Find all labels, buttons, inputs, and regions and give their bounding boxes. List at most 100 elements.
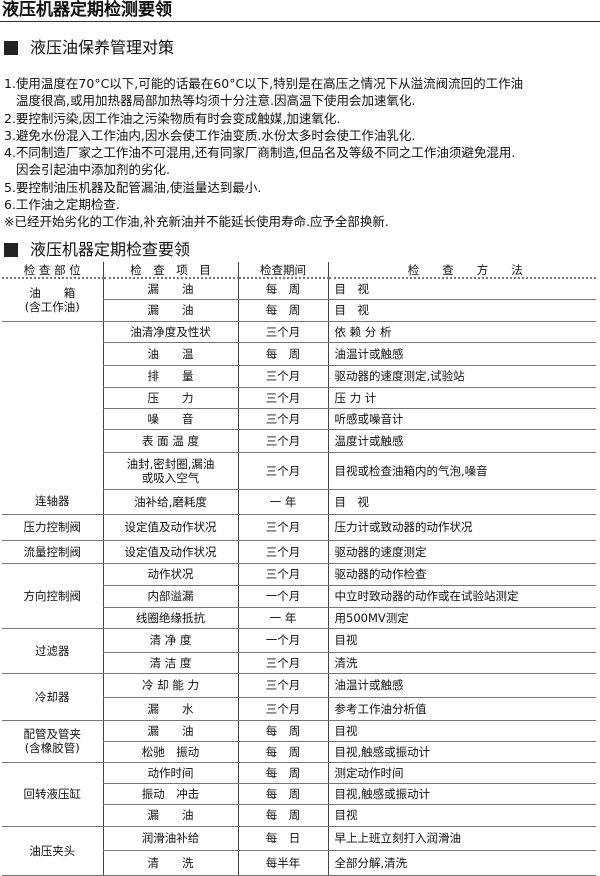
inspection-method: 目视,触感或振动计 — [327, 741, 596, 763]
table-row: 压力控制阀 设定值及动作状况 三个月 压力计或致动器的动作状况 — [2, 514, 596, 541]
inspection-method: 压力计或致动器的动作状况 — [327, 514, 596, 541]
inspection-period: 一 年 — [237, 489, 328, 515]
inspection-item: 松驰 振动 — [102, 741, 238, 763]
inspection-period: 一 年 — [237, 607, 328, 629]
inspection-item: 排 量 — [102, 365, 238, 388]
inspection-item: 漏 水 — [102, 697, 238, 721]
inspection-item: 噪 音 — [102, 408, 238, 430]
inspection-method: 依 赖 分 析 — [327, 321, 596, 343]
inspection-part: 回转液压缸 — [2, 762, 103, 827]
inspection-period: 三个月 — [237, 697, 328, 721]
inspection-item: 油 温 — [102, 342, 238, 366]
table-row: 清 洁 度三个月 清洗 — [2, 652, 596, 674]
list-line: 3.避免水份混入工作油内,因水会使工作油变质.水份太多时会使工作油乳化. — [4, 127, 416, 143]
inspection-method: 参考工作油分析值 — [327, 697, 596, 721]
page-title: 液压机器定期检测要领 — [2, 0, 172, 20]
inspection-period: 三个月 — [237, 652, 328, 674]
inspection-method: 温度计或触感 — [327, 429, 596, 453]
table-row: 冷却器冷 却 能 力三个月 油温计或触感 — [2, 673, 596, 721]
table-row: 油压夹头 润滑油补给每 日早上上班立刻打入润滑油 — [2, 826, 596, 876]
inspection-period: 一个月 — [237, 585, 328, 608]
inspection-item: 油清净度及性状 — [102, 321, 238, 343]
inspection-period: 三个月 — [237, 563, 328, 586]
column-header: 检查期间 — [237, 262, 328, 279]
table-row: 噪 音三个月 听感或噪音计 — [2, 408, 596, 430]
square-bullet-icon — [4, 41, 18, 55]
list-line: 6.工作油之定期检查. — [4, 197, 120, 213]
column-header: 检 查 项 目 — [102, 262, 238, 279]
table-row: 漏 油每 周目视 — [2, 804, 596, 827]
section-heading-text: 液压油保养管理对策 — [30, 38, 175, 57]
inspection-period: 每 周 — [237, 804, 328, 827]
inspection-item: 线圈绝缘抵抗 — [102, 607, 238, 629]
table-row: 振动 冲击每 周目视,触感或振动计 — [2, 783, 596, 805]
inspection-method: 油温计或触感 — [327, 342, 596, 366]
inspection-period: 每 周 — [237, 783, 328, 805]
inspection-item: 漏 油 — [102, 278, 238, 300]
inspection-method: 清洗 — [327, 652, 596, 674]
list-line: 温度很高,或用加热器局部加热等均须十分注意.因高温下使用会加速氧化. — [16, 93, 416, 109]
inspection-period: 三个月 — [237, 673, 328, 698]
inspection-item: 清 洁 度 — [102, 652, 238, 674]
inspection-period: 三个月 — [237, 540, 328, 564]
inspection-method: 目视,触感或振动计 — [327, 783, 596, 805]
inspection-item: 内部溢漏 — [102, 585, 238, 608]
inspection-item: 漏 油 — [102, 720, 238, 742]
inspection-method: 驱动器的速度测定,试验站 — [327, 365, 596, 388]
inspection-part: 方向控制阀 — [2, 563, 103, 629]
table-row: 回转液压缸 动作时间每 周测定动作时间 — [2, 762, 596, 827]
inspection-method: 压 力 计 — [327, 387, 596, 409]
inspection-item: 设定值及动作状况 — [102, 514, 238, 541]
inspection-period: 三个月 — [237, 365, 328, 388]
inspection-part: 压力控制阀 — [2, 514, 103, 541]
table-row: 松驰 振动每 周目视,触感或振动计 — [2, 741, 596, 763]
inspection-method: 用500MV测定 — [327, 607, 596, 629]
list-line: 1.使用温度在70°C以下,可能的话最在60°C以下,特别是在高压之情况下从溢流… — [4, 76, 524, 91]
inspection-item: 动作状况 — [102, 563, 238, 586]
inspection-period: 每 周 — [237, 342, 328, 366]
table-row: 油 箱 (含工作油) 漏 油每 周目 视 — [2, 278, 596, 322]
inspection-period: 每 周 — [237, 720, 328, 742]
inspection-method: 测定动作时间 — [327, 762, 596, 784]
inspection-item: 动作时间 — [102, 762, 238, 784]
inspection-part — [2, 321, 103, 489]
inspection-item: 油封,密封圈,漏油 或吸入空气 — [102, 452, 238, 490]
table-row: 流量控制阀 设定值及动作状况 三个月 驱动器的速度测定 — [2, 540, 596, 564]
inspection-method: 全部分解,清洗 — [327, 850, 596, 876]
inspection-method: 目 视 — [327, 489, 596, 515]
inspection-part: 冷却器 — [2, 673, 103, 721]
inspection-part: 配管及管夹 (含橡胶管) — [2, 720, 103, 763]
table-row: 连轴器 油补给,磨耗度一 年目 视 — [2, 489, 596, 515]
table-row: 配管及管夹 (含橡胶管) 漏 油每 周目视 — [2, 720, 596, 763]
table-row: 油 温每 周油温计或触感 — [2, 342, 596, 366]
inspection-period: 三个月 — [237, 408, 328, 430]
inspection-method: 中立时致动器的动作或在试验站测定 — [327, 585, 596, 608]
inspection-period: 每 周 — [237, 278, 328, 300]
square-bullet-icon — [4, 243, 18, 257]
table-row: 过滤器清 净 度一个月 目视 — [2, 628, 596, 674]
inspection-period: 每 日 — [237, 826, 328, 851]
inspection-method: 目视或检查油箱内的气泡,噪音 — [327, 452, 596, 490]
inspection-method: 驱动器的速度测定 — [327, 540, 596, 564]
inspection-item: 清 净 度 — [102, 628, 238, 653]
table-row: 油封,密封圈,漏油 或吸入空气 三个月 目视或检查油箱内的气泡,噪音 — [2, 452, 596, 490]
section-heading-inspection: 液压机器定期检查要领 — [4, 240, 190, 260]
table-row: 内部溢漏 一个月 中立时致动器的动作或在试验站测定 — [2, 585, 596, 608]
section-heading-text: 液压机器定期检查要领 — [30, 240, 191, 259]
table-row: 线圈绝缘抵抗一 年用500MV测定 — [2, 607, 596, 629]
table-row: 排 量三个月 驱动器的速度测定,试验站 — [2, 365, 596, 388]
inspection-method: 目视 — [327, 804, 596, 827]
list-line: 2.要控制污染,因工作油之污染物质有时会变成触媒,加速氧化. — [4, 110, 341, 126]
inspection-item: 表 面 温 度 — [102, 429, 238, 453]
inspection-item: 振动 冲击 — [102, 783, 238, 805]
table-row: 漏 水三个月 参考工作油分析值 — [2, 697, 596, 721]
inspection-table: 检 查 部 位检 查 项 目检查期间检 查 方 法 油 箱 (含工作油) 漏 油每… — [2, 262, 596, 876]
table-row: 漏 油每 周目 视 — [2, 299, 596, 322]
section-heading-oil-care: 液压油保养管理对策 — [4, 38, 174, 58]
inspection-method: 目 视 — [327, 299, 596, 322]
inspection-item: 冷 却 能 力 — [102, 673, 238, 698]
table-row: 表 面 温 度三个月 温度计或触感 — [2, 429, 596, 453]
list-line: ※已经开始劣化的工作油,补充新油并不能延长使用寿命.应予全部换新. — [4, 214, 389, 230]
inspection-item: 清 洗 — [102, 850, 238, 876]
inspection-period: 三个月 — [237, 321, 328, 343]
